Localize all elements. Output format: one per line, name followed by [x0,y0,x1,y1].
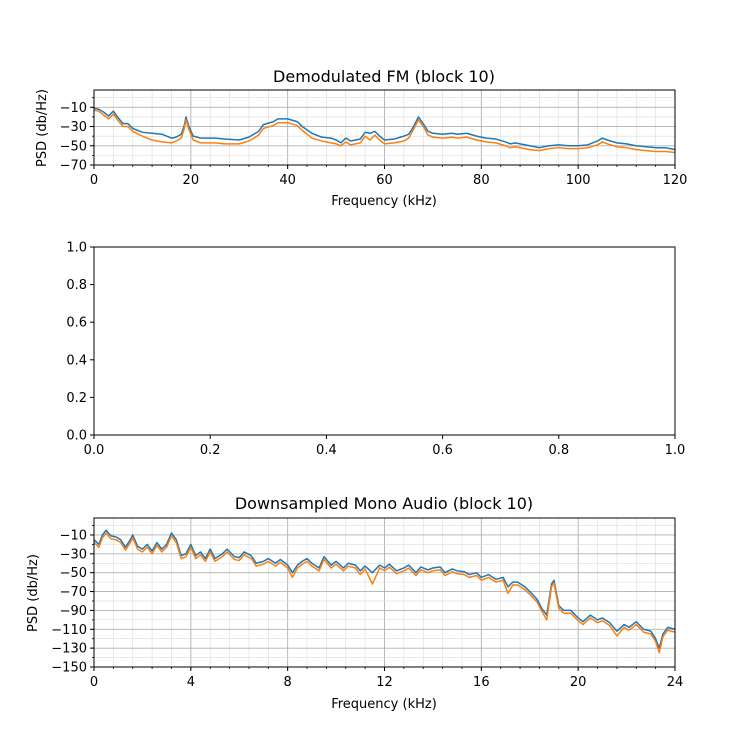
x-tick-label: 16 [473,675,490,690]
series-line-2 [93,109,676,154]
y-tick-label: 0.2 [66,391,87,406]
series-line-1 [93,107,676,151]
x-axis-label: Frequency (kHz) [331,194,437,209]
y-tick-label: −130 [51,642,87,657]
x-axis-label: Frequency (kHz) [331,697,437,712]
x-tick-label: 4 [187,675,195,690]
y-tick-label: −50 [60,139,87,154]
y-tick-label: −50 [60,566,87,581]
y-tick-label: −30 [60,547,87,562]
y-tick-label: −10 [60,528,87,543]
y-tick-label: −110 [51,623,87,638]
y-tick-label: 0.0 [66,429,87,444]
y-tick-label: −30 [60,120,87,135]
x-tick-label: 24 [667,675,684,690]
y-tick-label: −90 [60,604,87,619]
y-tick-label: 1.0 [66,241,87,256]
x-tick-label: 0.8 [548,443,569,458]
chart-title: Demodulated FM (block 10) [273,67,495,86]
x-tick-label: 0 [90,173,98,188]
y-tick-label: −70 [60,585,87,600]
x-tick-label: 1.0 [665,443,686,458]
axes-frame [93,246,676,436]
x-tick-label: 0 [90,675,98,690]
y-axis-label: PSD (db/Hz) [35,89,50,167]
y-tick-label: 0.6 [66,316,87,331]
y-tick-label: −70 [60,159,87,174]
x-tick-label: 40 [279,173,296,188]
x-tick-label: 0.4 [316,443,337,458]
chart-title: Downsampled Mono Audio (block 10) [235,494,533,513]
x-tick-label: 20 [570,675,587,690]
x-tick-label: 20 [183,173,200,188]
y-tick-label: −150 [51,661,87,676]
x-tick-label: 8 [284,675,292,690]
x-tick-label: 60 [376,173,393,188]
x-tick-label: 100 [566,173,591,188]
x-tick-label: 0.0 [84,443,105,458]
series-line-2 [93,532,676,654]
x-tick-label: 0.2 [200,443,221,458]
x-tick-label: 120 [663,173,688,188]
panel-demodulated-fm: Demodulated FM (block 10) Frequency (kHz… [35,67,687,209]
x-tick-label: 12 [376,675,393,690]
y-tick-label: 0.4 [66,353,87,368]
x-tick-label: 0.6 [432,443,453,458]
y-tick-label: −10 [60,101,87,116]
y-tick-label: 0.8 [66,278,87,293]
panel-downsampled-mono-audio: Downsampled Mono Audio (block 10) Freque… [26,494,683,712]
y-axis-label: PSD (db/Hz) [26,554,41,632]
panel-empty: 0.0 0.2 0.4 0.6 0.8 1.0 0.0 0.2 0.4 0.6 0.8 1.0 [66,241,685,459]
x-tick-label: 80 [473,173,490,188]
series-line-1 [93,529,676,649]
